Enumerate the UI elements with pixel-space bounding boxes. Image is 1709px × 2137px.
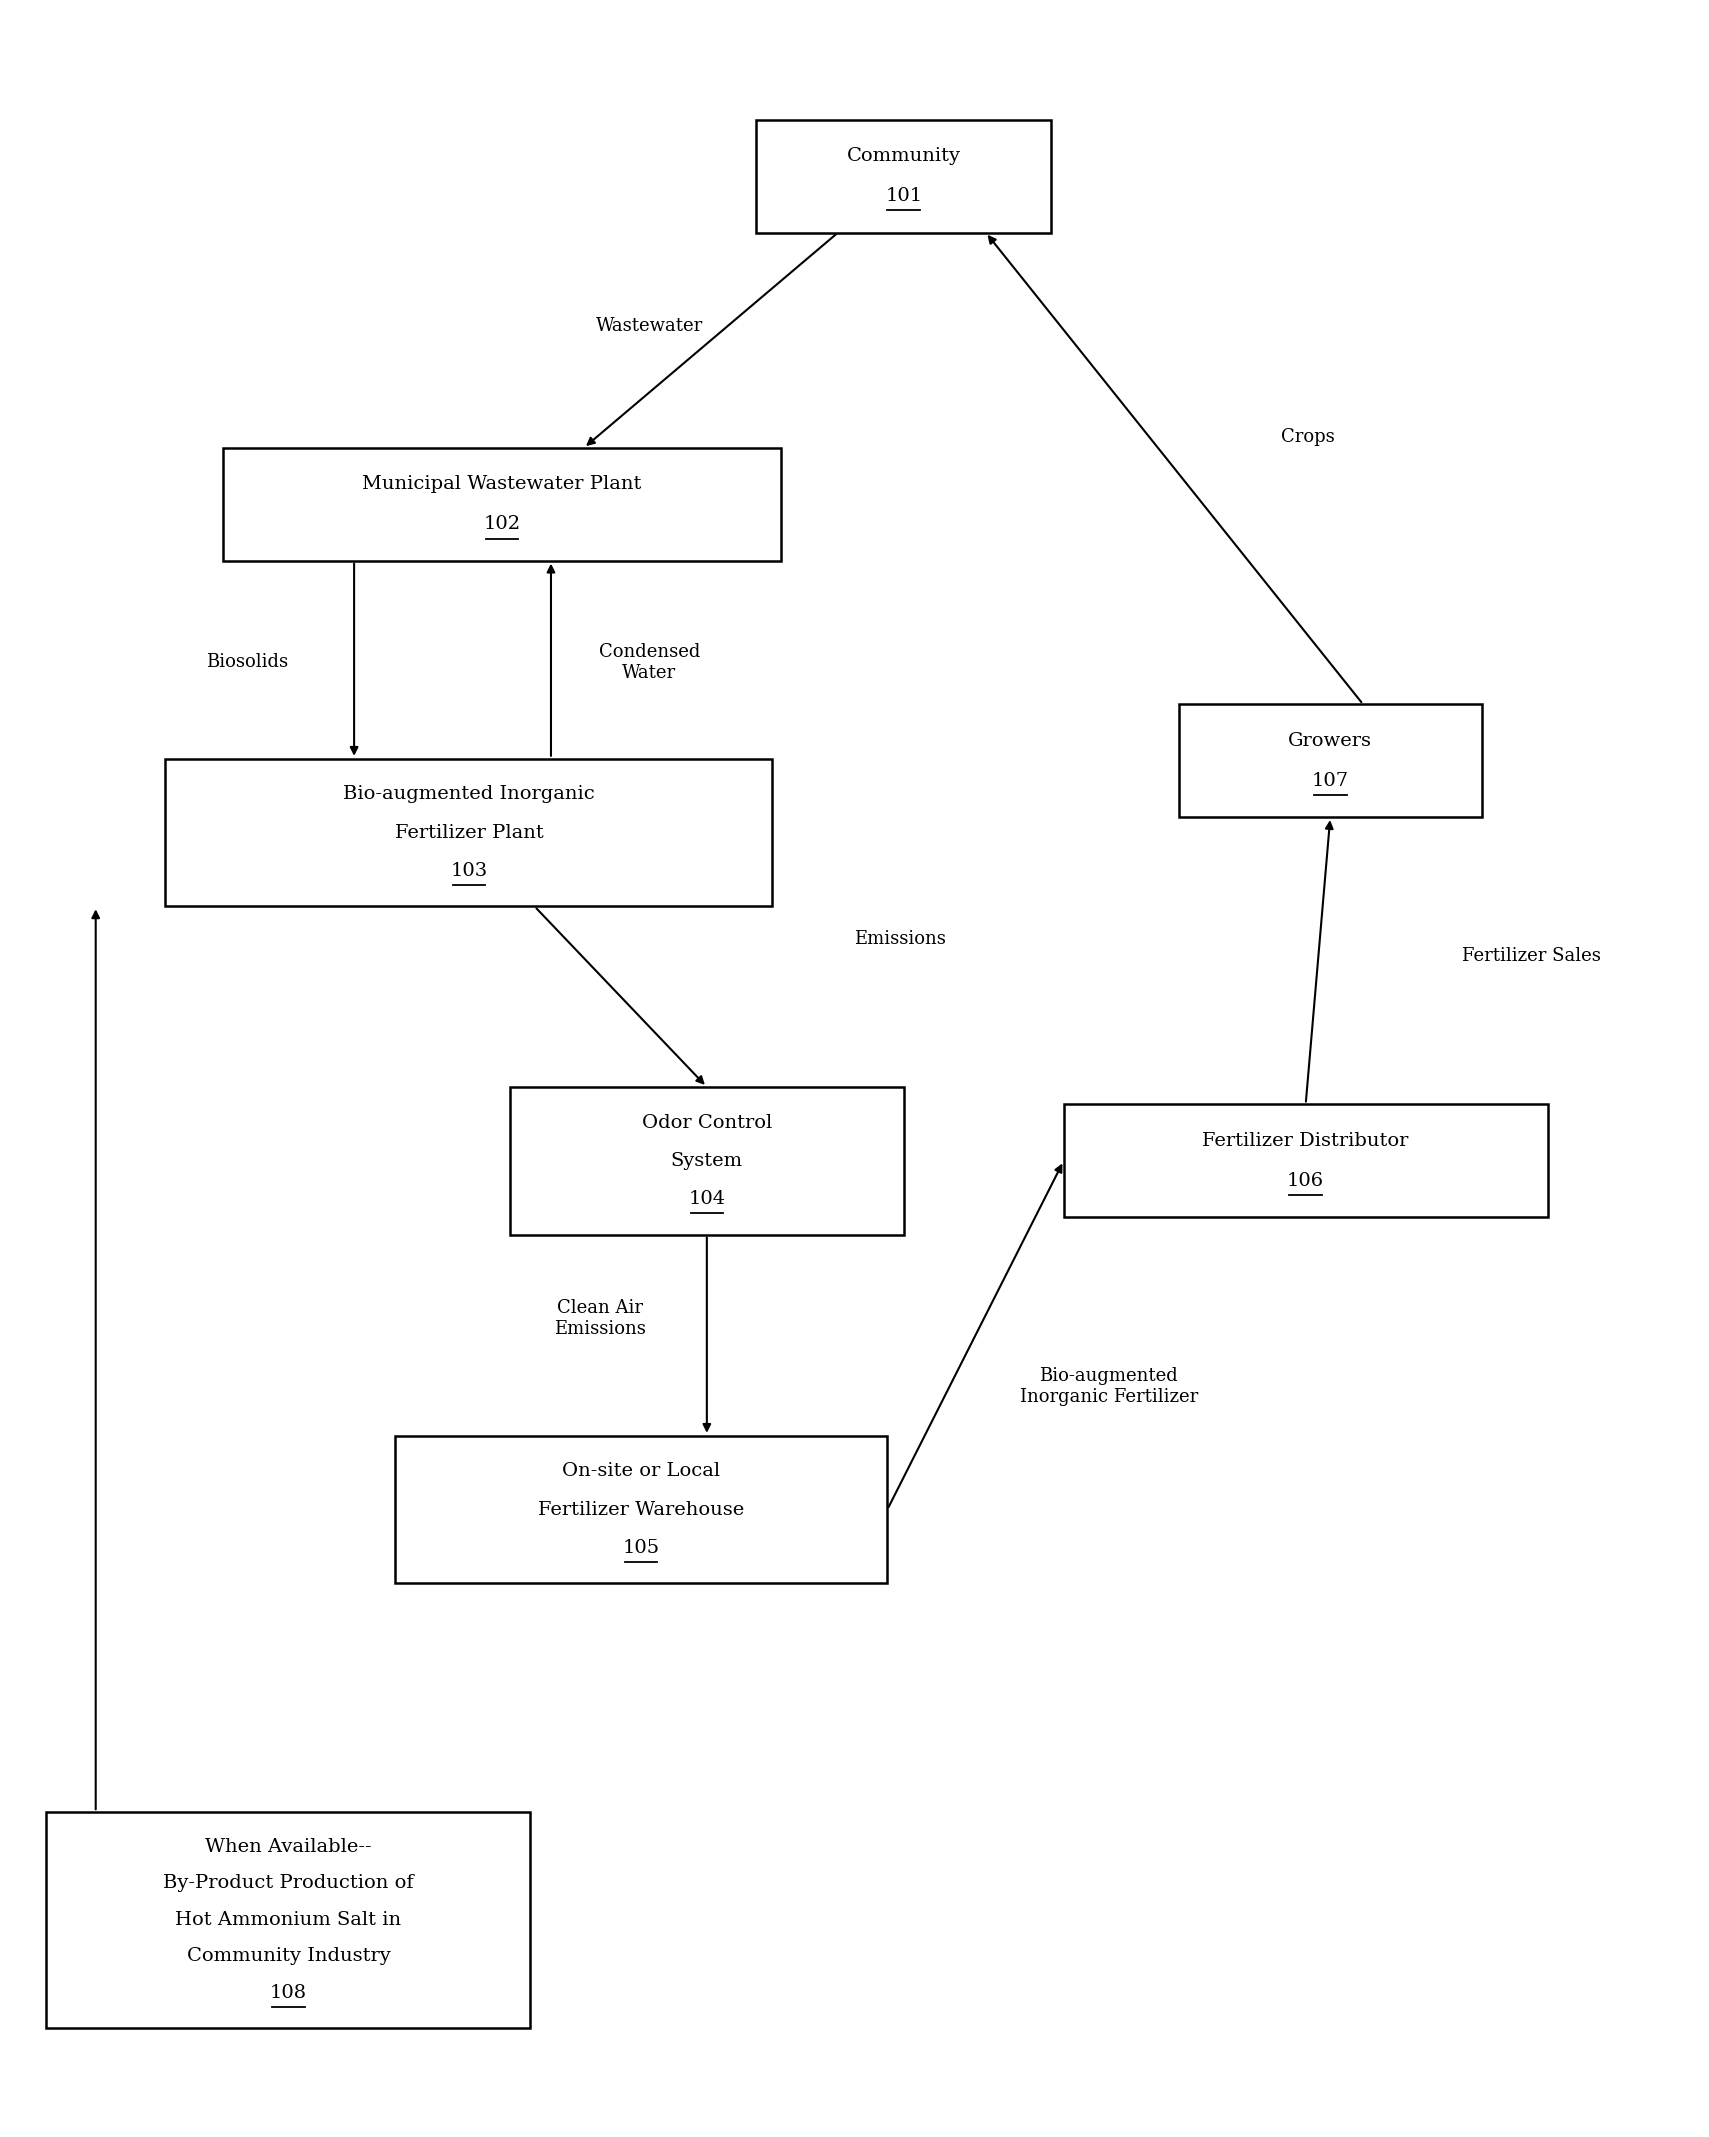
- Bar: [166, 759, 772, 906]
- Text: By-Product Production of: By-Product Production of: [162, 1874, 414, 1893]
- Text: Hot Ammonium Salt in: Hot Ammonium Salt in: [176, 1910, 402, 1930]
- Text: Fertilizer Sales: Fertilizer Sales: [1461, 947, 1600, 964]
- Bar: [1063, 1105, 1548, 1218]
- Text: On-site or Local: On-site or Local: [562, 1462, 719, 1481]
- Bar: [395, 1436, 887, 1584]
- Text: Biosolids: Biosolids: [207, 654, 289, 671]
- Text: Community: Community: [846, 147, 960, 165]
- Bar: [222, 449, 781, 560]
- Text: Growers: Growers: [1289, 731, 1372, 750]
- Text: Bio-augmented Inorganic: Bio-augmented Inorganic: [344, 784, 595, 804]
- Text: 108: 108: [270, 1983, 308, 2002]
- Text: Odor Control: Odor Control: [641, 1113, 772, 1130]
- Text: 105: 105: [622, 1539, 660, 1558]
- Text: Crops: Crops: [1282, 427, 1335, 447]
- Text: Fertilizer Warehouse: Fertilizer Warehouse: [538, 1500, 745, 1519]
- Text: Wastewater: Wastewater: [596, 316, 702, 336]
- Bar: [46, 1812, 530, 2028]
- Text: Bio-augmented
Inorganic Fertilizer: Bio-augmented Inorganic Fertilizer: [1020, 1368, 1198, 1406]
- Text: Fertilizer Distributor: Fertilizer Distributor: [1203, 1133, 1408, 1150]
- Text: System: System: [670, 1152, 743, 1169]
- Text: Fertilizer Plant: Fertilizer Plant: [395, 823, 543, 842]
- Text: 101: 101: [885, 188, 923, 205]
- Bar: [755, 120, 1051, 233]
- Text: Clean Air
Emissions: Clean Air Emissions: [554, 1299, 646, 1338]
- Text: 106: 106: [1287, 1171, 1324, 1190]
- Text: When Available--: When Available--: [205, 1838, 373, 1855]
- Text: Community Industry: Community Industry: [186, 1947, 390, 1966]
- Text: Emissions: Emissions: [854, 930, 947, 949]
- Bar: [1179, 705, 1482, 816]
- Text: 102: 102: [484, 515, 520, 534]
- Text: 103: 103: [451, 861, 487, 880]
- Text: 107: 107: [1313, 771, 1348, 791]
- Bar: [509, 1088, 904, 1235]
- Text: Municipal Wastewater Plant: Municipal Wastewater Plant: [362, 474, 641, 494]
- Text: 104: 104: [689, 1190, 725, 1207]
- Text: Condensed
Water: Condensed Water: [598, 643, 701, 682]
